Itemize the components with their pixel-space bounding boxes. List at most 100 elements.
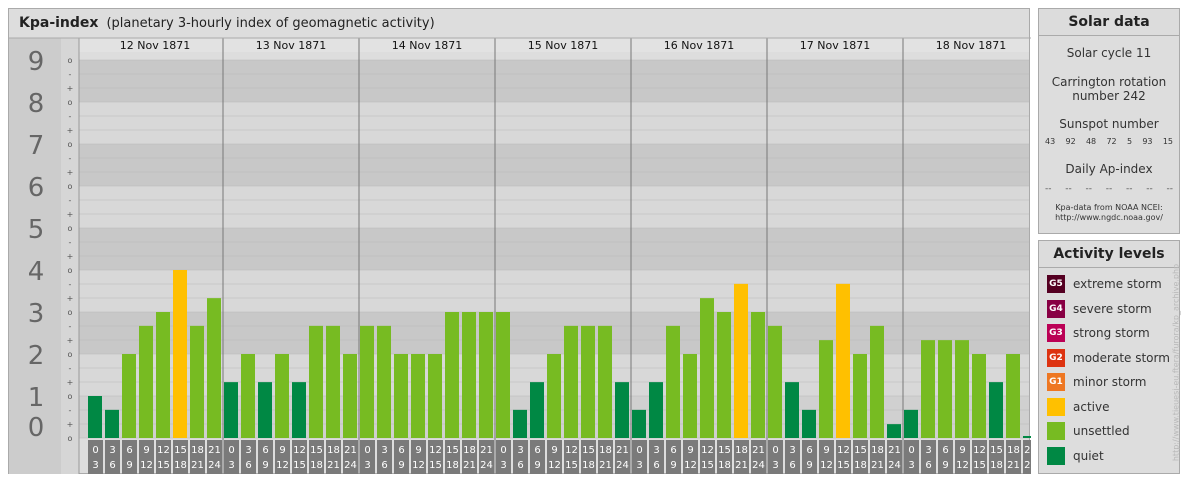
hour-label-cell [802, 440, 817, 474]
hour-label-cell [241, 440, 256, 474]
sunspot-value: 92 [1065, 137, 1076, 146]
hour-label-cell [394, 440, 409, 474]
hour-label-cell [462, 440, 477, 474]
hour-label-end: 24 [208, 460, 221, 471]
hour-label-cell [700, 440, 715, 474]
hour-label-cell [989, 440, 1004, 474]
activity-levels-panel: Activity levels G5 extreme storm G4 severe … [1038, 240, 1180, 474]
hour-label-start: 3 [381, 445, 387, 456]
kp-bar [377, 325, 391, 438]
kp-bar [241, 354, 255, 438]
hour-label-end: 24 [344, 460, 357, 471]
hour-label-end: 12 [956, 460, 969, 471]
hour-label-start: 3 [789, 445, 795, 456]
hour-label-start: 9 [551, 445, 557, 456]
kp-bar [1006, 354, 1020, 438]
activity-level-swatch: G5 [1047, 275, 1065, 293]
kp-bar [292, 382, 306, 438]
kp-bar [207, 298, 221, 438]
hour-label-start: 0 [908, 445, 914, 456]
activity-level-swatch [1047, 446, 1065, 465]
day-label: 16 Nov 1871 [664, 39, 734, 52]
data-source: Kpa-data from NOAA NCEI: http://www.ngdc… [1039, 203, 1179, 223]
ap-value: -- [1146, 184, 1153, 194]
y-subtick-label: o [68, 56, 73, 65]
day-label: 12 Nov 1871 [120, 39, 190, 52]
hour-label-start: 12 [429, 445, 442, 456]
y-subtick-label: - [69, 196, 72, 205]
hour-label-start: 15 [854, 445, 867, 456]
kp-bar [734, 283, 748, 438]
hour-label-start: 21 [888, 445, 901, 456]
kp-bar [870, 325, 884, 438]
y-subtick-label: - [69, 70, 72, 79]
hour-label-cell [207, 440, 222, 474]
y-subtick-label: o [68, 434, 73, 443]
y-subtick-label: o [68, 140, 73, 149]
activity-level-item: G1 minor storm [1047, 372, 1146, 392]
hour-label-end: 3 [772, 460, 778, 471]
hour-label-end: 24 [888, 460, 901, 471]
watermark-text: http://www.tieuesj-eu.ftera/furora/kp_ar… [1171, 263, 1181, 462]
hour-label-cell [785, 440, 800, 474]
y-subtick-label: o [68, 266, 73, 275]
kp-bar [615, 382, 629, 438]
kpa-chart-panel: 0 1 2 3 4 5 6 7 8 9 o + - o + - o + - o + - o + - o + - o + - o + - o + - o 12… [8, 8, 1031, 474]
hour-label-start: 18 [735, 445, 748, 456]
y-tick-label: 9 [28, 47, 45, 77]
activity-level-swatch: G1 [1047, 373, 1065, 391]
activity-level-swatch [1047, 397, 1065, 416]
day-label: 18 Nov 1871 [936, 39, 1006, 52]
kp-bar [768, 325, 782, 438]
hour-label-cell [870, 440, 885, 474]
hour-label-cell [445, 440, 460, 474]
kp-bar [326, 325, 340, 438]
kpa-bar-chart: 0123456789o+-o+-o+-o+-o+-o+-o+-o+-o+-o12… [9, 37, 1031, 474]
hour-label-end: 12 [820, 460, 833, 471]
activity-level-item: G5 extreme storm [1047, 274, 1162, 294]
kp-bar [564, 325, 578, 438]
kp-bar [581, 325, 595, 438]
kp-bar [632, 409, 646, 438]
kp-band [79, 144, 1029, 186]
y-tick-label: 1 [28, 383, 45, 413]
hour-label-start: 12 [973, 445, 986, 456]
hour-label-end: 24 [1024, 460, 1031, 471]
hour-label-end: 18 [310, 460, 323, 471]
hour-label-start: 18 [463, 445, 476, 456]
activity-level-item: G3 strong storm [1047, 323, 1150, 343]
y-subtick-band [61, 38, 79, 474]
kp-bar [309, 325, 323, 438]
hour-label-end: 15 [293, 460, 306, 471]
hour-label-end: 3 [364, 460, 370, 471]
hour-label-end: 9 [262, 460, 268, 471]
hour-label-cell [955, 440, 970, 474]
ap-value: -- [1166, 184, 1174, 194]
hour-label-cell [105, 440, 120, 474]
hour-label-end: 18 [854, 460, 867, 471]
kp-bar [445, 312, 459, 438]
activity-level-item: quiet [1047, 446, 1104, 466]
kp-bar [819, 340, 833, 438]
kp-bar [513, 409, 527, 438]
hour-label-cell [751, 440, 766, 474]
hour-label-cell [972, 440, 987, 474]
hour-label-start: 18 [327, 445, 340, 456]
kp-bar [547, 354, 561, 438]
hour-label-start: 6 [262, 445, 268, 456]
hour-label-cell [479, 440, 494, 474]
ap-value: -- [1065, 184, 1072, 194]
data-source-link[interactable]: http://www.ngdc.noaa.gov/ [1055, 213, 1163, 222]
hour-label-cell [309, 440, 324, 474]
activity-level-label: severe storm [1073, 301, 1152, 316]
hour-label-end: 12 [684, 460, 697, 471]
hour-label-end: 21 [1007, 460, 1020, 471]
sunspot-value: 5 [1126, 137, 1133, 146]
activity-level-label: extreme storm [1073, 277, 1162, 291]
hour-label-end: 6 [789, 460, 795, 471]
hour-label-start: 0 [92, 445, 98, 456]
hour-label-cell [224, 440, 239, 474]
kp-bar [343, 354, 357, 438]
day-label: 13 Nov 1871 [256, 39, 326, 52]
hour-label-cell [326, 440, 341, 474]
